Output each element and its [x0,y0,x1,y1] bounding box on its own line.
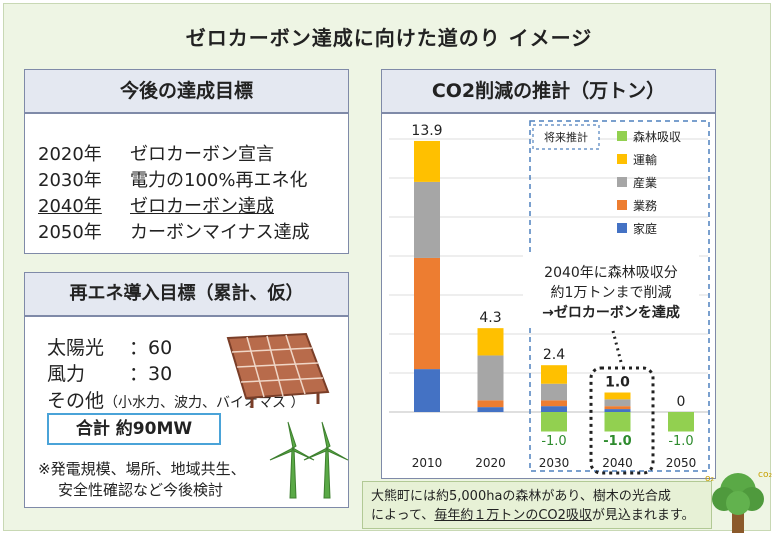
negative-label: -1.0 [603,434,631,449]
solar-row: 太陽光 ：60 [47,333,172,360]
note-line-2: 安全性確認など今後検討 [58,481,224,499]
svg-text:co₂: co₂ [758,470,772,480]
future-label: 将来推計 [544,130,588,144]
bar-segment [414,140,440,182]
goals-panel [24,113,349,254]
bar-segment [477,400,504,408]
solar-panel-icon [226,332,330,408]
legend-swatch [617,200,627,210]
note-line-1: ※発電規模、場所、地域共生、 [38,460,246,478]
total-label: 13.9 [411,123,442,139]
x-tick-label: 2040 [602,456,633,470]
bar-segment [414,257,440,370]
bar-segment [541,406,567,412]
callout-line-1: 2040年に森林吸収分 [544,265,678,281]
goal-year: 2050年 [38,222,102,243]
bar-segment [414,181,440,258]
bar-segment [541,383,567,401]
legend-label: 産業 [633,175,657,190]
solar-label: 太陽光 [47,337,105,359]
tree-co2-icon: o₂ co₂ [705,470,772,533]
legend-label: 業務 [633,199,657,213]
goal-2040: 2040年 ゼロカーボン達成 [38,192,274,218]
callout-line-3: →ゼロカーボンを達成 [542,304,680,321]
main-title: ゼロカーボン達成に向けた道のり イメージ [185,26,593,50]
renewables-heading: 再エネ導入目標（累計、仮） [24,272,349,316]
forest-note-part-1: 大熊町には約5,000haの森林があり、樹木の光合成 [371,489,671,504]
forest-note-highlight: 毎年約１万トンのCO2吸収 [434,508,592,523]
goal-year: 2020年 [38,144,102,165]
x-tick-label: 2010 [412,456,443,470]
negative-label: -1.0 [668,434,693,449]
bar-segment [477,407,504,412]
other-label: その他 [47,390,105,412]
x-tick-label: 2030 [539,456,570,470]
bar-segment-negative [604,412,631,432]
total-label: 1.0 [605,375,630,391]
svg-text:o₂: o₂ [705,474,715,484]
goals-heading: 今後の達成目標 [24,69,349,113]
bar-segment [541,400,567,407]
legend-swatch [617,131,627,141]
solar-value: ：60 [129,337,173,359]
bar-segment [604,409,631,412]
goal-2020: 2020年 ゼロカーボン宣言 [38,140,274,166]
total-label: 0 [677,394,686,410]
goal-2050: 2050年 カーボンマイナス達成 [38,218,310,244]
x-tick-label: 2050 [666,456,697,470]
bar-segment-negative [668,412,694,432]
goal-text: カーボンマイナス達成 [130,222,310,243]
wind-value: ：30 [129,363,173,385]
zero-carbon-highlight [589,366,655,475]
forest-note: 大熊町には約5,000haの森林があり、樹木の光合成 によって、毎年約１万トンの… [362,481,712,529]
future-label-box [532,124,600,150]
wind-row: 風力 ：30 [47,359,172,386]
callout-line-2: 約1万トンまで削減 [551,284,672,301]
other-detail: （小水力、波力、バイオマス ） [104,395,305,411]
legend-label: 森林吸収 [633,129,681,144]
legend-label: 運輸 [633,152,657,167]
callout-box [523,255,699,325]
forest-note-part-2: によって、 [371,508,435,523]
goal-text: 電力の100%再エネ化 [130,170,308,191]
bar-segment [477,328,504,356]
legend-swatch [617,177,627,187]
bar-segment [604,406,631,410]
chart-title: CO2削減の推計（万トン） [381,69,716,113]
negative-label: -1.0 [541,434,566,449]
goal-year: 2030年 [38,170,102,191]
total-label: 4.3 [479,310,501,326]
legend-swatch [617,223,627,233]
wind-turbine-icon [269,421,349,499]
bar-segment [604,392,631,400]
bar-segment [477,355,504,401]
other-row: その他（小水力、波力、バイオマス ） [47,386,304,413]
wind-label: 風力 [47,363,86,385]
total-label: 2.4 [543,347,565,363]
bar-segment [604,399,631,407]
total-target: 合計 約90MW [47,413,221,445]
legend-label: 家庭 [633,221,657,236]
goal-2030: 2030年 電力の100%再エネ化 [38,166,307,192]
callout-pointer [611,330,624,367]
goal-text: ゼロカーボン達成 [130,196,274,217]
bar-segment-negative [541,412,567,432]
goal-year: 2040年 [38,196,102,217]
legend-swatch [617,154,627,164]
bar-segment [541,365,567,384]
bar-segment [414,369,440,412]
x-tick-label: 2020 [475,456,506,470]
forest-note-part-4: が見込まれます。 [591,508,695,523]
goal-text: ゼロカーボン宣言 [130,144,274,165]
